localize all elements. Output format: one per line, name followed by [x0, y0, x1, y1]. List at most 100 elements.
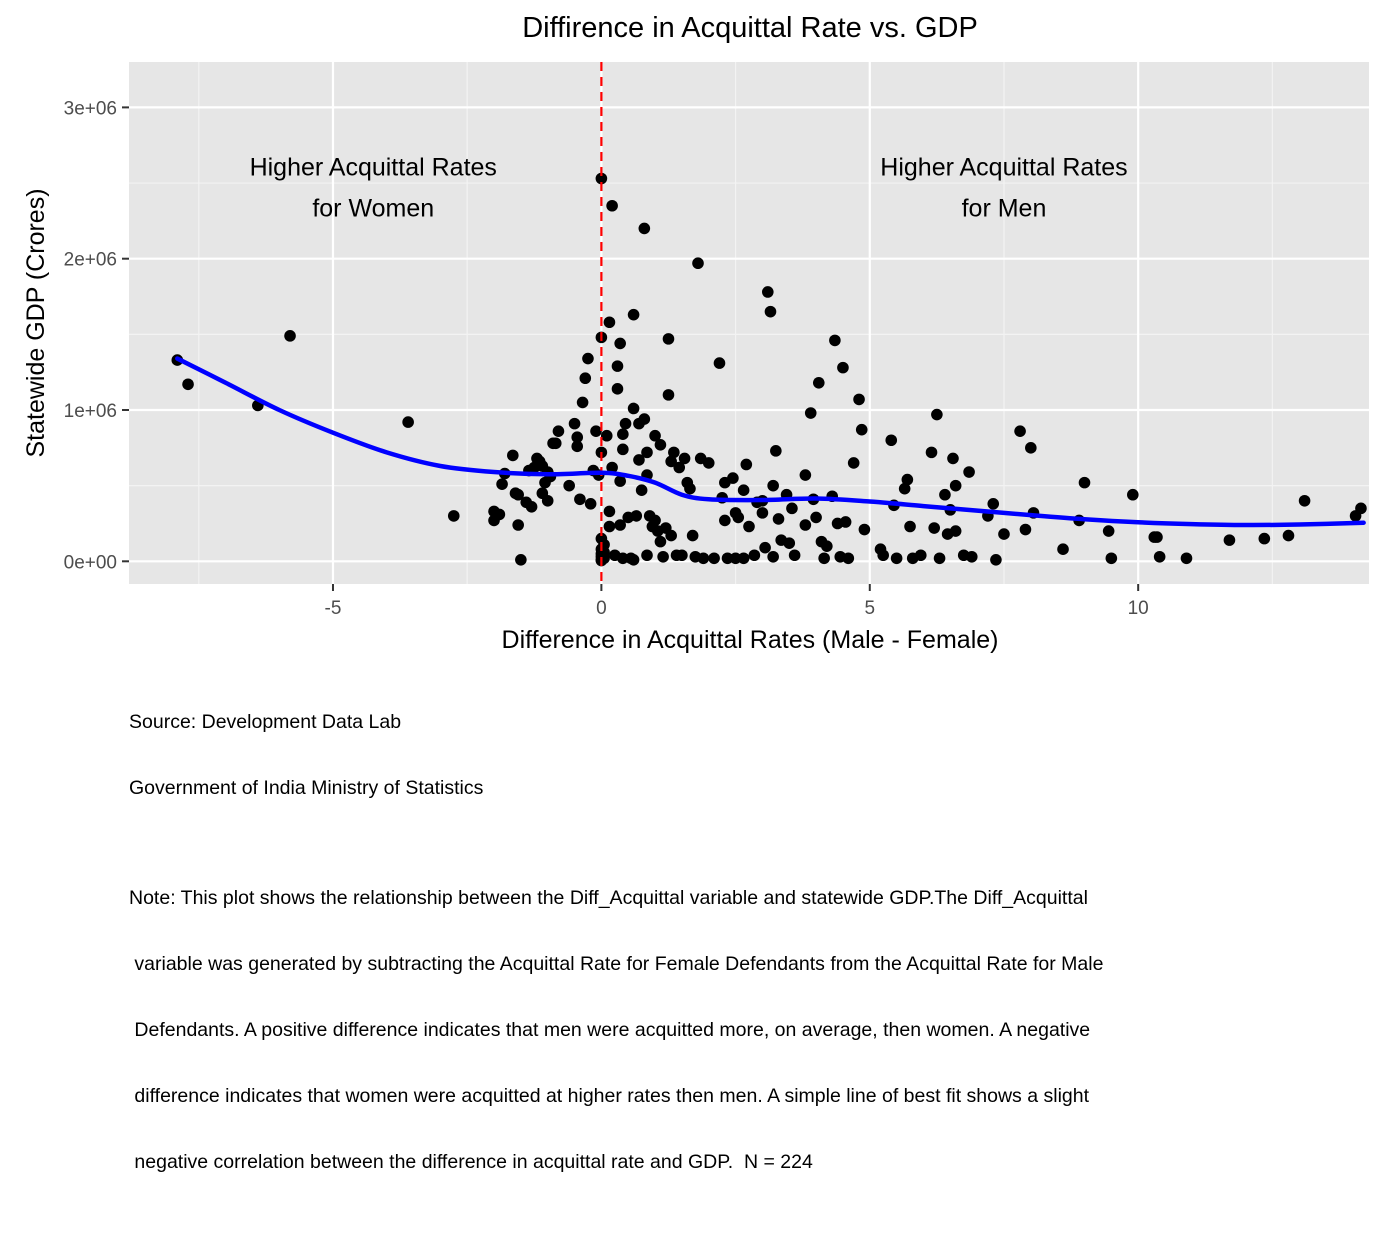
data-point [549, 437, 562, 450]
data-point [676, 549, 688, 562]
data-point [1105, 552, 1118, 565]
data-point [914, 549, 927, 562]
data-point [603, 520, 616, 533]
data-point [761, 286, 774, 298]
data-point [947, 452, 959, 465]
data-point [812, 376, 825, 389]
data-point [603, 316, 616, 329]
data-point [743, 520, 755, 533]
caption-note-line: Note: This plot shows the relationship b… [129, 887, 1088, 909]
data-point [772, 513, 785, 525]
data-point [606, 199, 618, 212]
data-point [515, 553, 527, 566]
data-point [708, 552, 720, 565]
y-tick-label: 1e+06 [64, 401, 117, 422]
data-point [928, 522, 940, 534]
y-axis: 0e+00 1e+06 2e+06 3e+06 [64, 98, 129, 573]
data-point [638, 413, 651, 425]
data-point [654, 535, 667, 548]
data-point [633, 454, 645, 466]
chart-title: Diffirence in Acquittal Rate vs. GDP [522, 12, 978, 44]
data-point [804, 407, 817, 419]
data-point [1014, 425, 1026, 437]
data-point [949, 525, 962, 537]
data-point [635, 484, 648, 496]
data-point [568, 417, 581, 430]
data-point [748, 549, 761, 562]
caption-note-line: negative correlation between the differe… [129, 1151, 813, 1173]
caption-note-line: difference indicates that women were acq… [129, 1085, 1090, 1107]
data-point [925, 446, 938, 459]
data-point [837, 361, 849, 374]
data-point [1151, 531, 1163, 543]
data-point [1180, 552, 1193, 565]
data-point [493, 508, 506, 521]
data-point [1025, 442, 1037, 454]
data-point [1258, 532, 1271, 545]
data-point [649, 429, 661, 442]
data-point [649, 514, 661, 527]
annotation-text: for Men [962, 194, 1047, 222]
data-point [579, 372, 592, 385]
data-point [684, 482, 696, 495]
data-point [904, 520, 916, 533]
data-point [697, 552, 710, 565]
data-point [606, 461, 618, 474]
data-point [1057, 543, 1069, 555]
data-point [496, 478, 508, 490]
data-point [665, 529, 677, 542]
data-point [662, 389, 675, 401]
data-point [284, 330, 296, 342]
data-point [732, 511, 745, 524]
data-point [702, 457, 715, 469]
caption-note: Note: This plot shows the relationship b… [129, 843, 1369, 1217]
data-point [654, 439, 667, 451]
data-point [783, 537, 796, 549]
data-point [839, 516, 852, 528]
data-point [627, 553, 640, 566]
y-tick-label: 2e+06 [64, 250, 117, 271]
data-point [939, 488, 951, 501]
data-point [853, 393, 865, 406]
data-point [1223, 534, 1236, 546]
data-point [665, 455, 677, 468]
data-point [713, 357, 726, 369]
data-point [638, 222, 651, 235]
data-point [901, 473, 914, 486]
annotation-text: for Women [312, 194, 434, 222]
chart-caption: Source: Development Data Lab Government … [129, 667, 1369, 1239]
data-point [611, 383, 624, 395]
smooth-fit-line [175, 356, 1366, 528]
data-point [182, 378, 194, 391]
data-point [614, 475, 626, 487]
data-point [842, 552, 855, 565]
data-point [719, 514, 731, 527]
data-point [1102, 525, 1115, 537]
data-point [890, 552, 903, 565]
data-point [855, 423, 868, 436]
data-point [576, 396, 589, 409]
data-point [799, 469, 812, 481]
annotation-text: Higher Acquittal Rates [880, 153, 1127, 181]
data-point [552, 425, 565, 437]
x-tick-label: -5 [325, 598, 342, 619]
data-point [563, 479, 575, 492]
y-tick-label: 3e+06 [64, 98, 117, 119]
x-axis: -5 0 5 10 [325, 584, 1149, 619]
data-point [571, 431, 584, 444]
data-point [756, 507, 769, 519]
data-point [512, 488, 524, 501]
data-point [630, 510, 643, 522]
data-point [574, 493, 586, 506]
data-point [898, 482, 911, 495]
data-point [1019, 523, 1032, 536]
data-point [678, 452, 691, 465]
caption-note-line: Defendants. A positive difference indica… [129, 1019, 1091, 1041]
smooth-line-path [175, 356, 1366, 528]
caption-note-line: variable was generated by subtracting th… [129, 953, 1104, 975]
data-point [727, 472, 739, 484]
data-point [668, 446, 680, 459]
data-point [810, 511, 822, 524]
data-point [965, 550, 978, 563]
data-point [611, 360, 624, 372]
